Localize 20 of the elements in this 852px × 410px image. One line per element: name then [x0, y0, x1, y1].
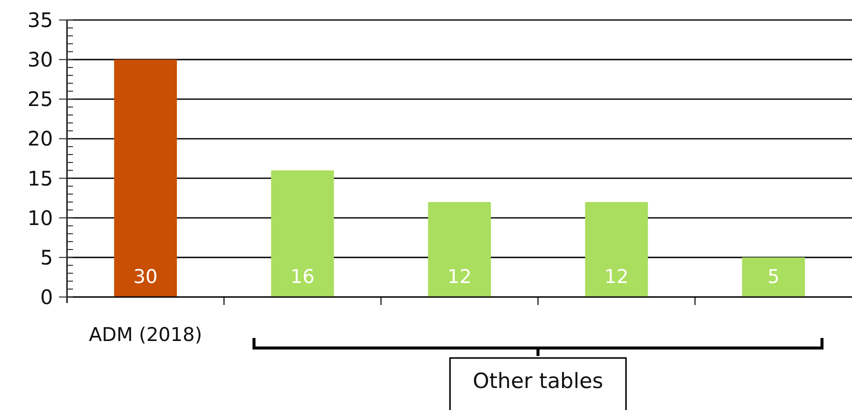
y-tick-label: 10 [28, 206, 53, 230]
data-label: 12 [447, 266, 472, 288]
y-tick-label: 20 [28, 126, 53, 151]
x-tick-label: ADM (2018) [88, 324, 202, 346]
y-tick-label: 35 [28, 8, 53, 32]
bar [428, 202, 491, 297]
data-label: 5 [767, 266, 780, 288]
bar [742, 257, 805, 297]
y-tick-label: 30 [28, 48, 53, 72]
data-label: 30 [133, 266, 158, 288]
y-tick-label: 15 [28, 166, 53, 190]
y-tick-label: 0 [40, 285, 53, 309]
bar [585, 202, 648, 297]
data-label: 16 [290, 266, 315, 288]
y-tick-label: 25 [28, 87, 53, 112]
text: Other tables [472, 369, 604, 393]
bar [114, 60, 177, 297]
y-tick-label: 5 [40, 245, 53, 270]
data-label: 12 [604, 266, 629, 288]
bar [271, 170, 334, 297]
